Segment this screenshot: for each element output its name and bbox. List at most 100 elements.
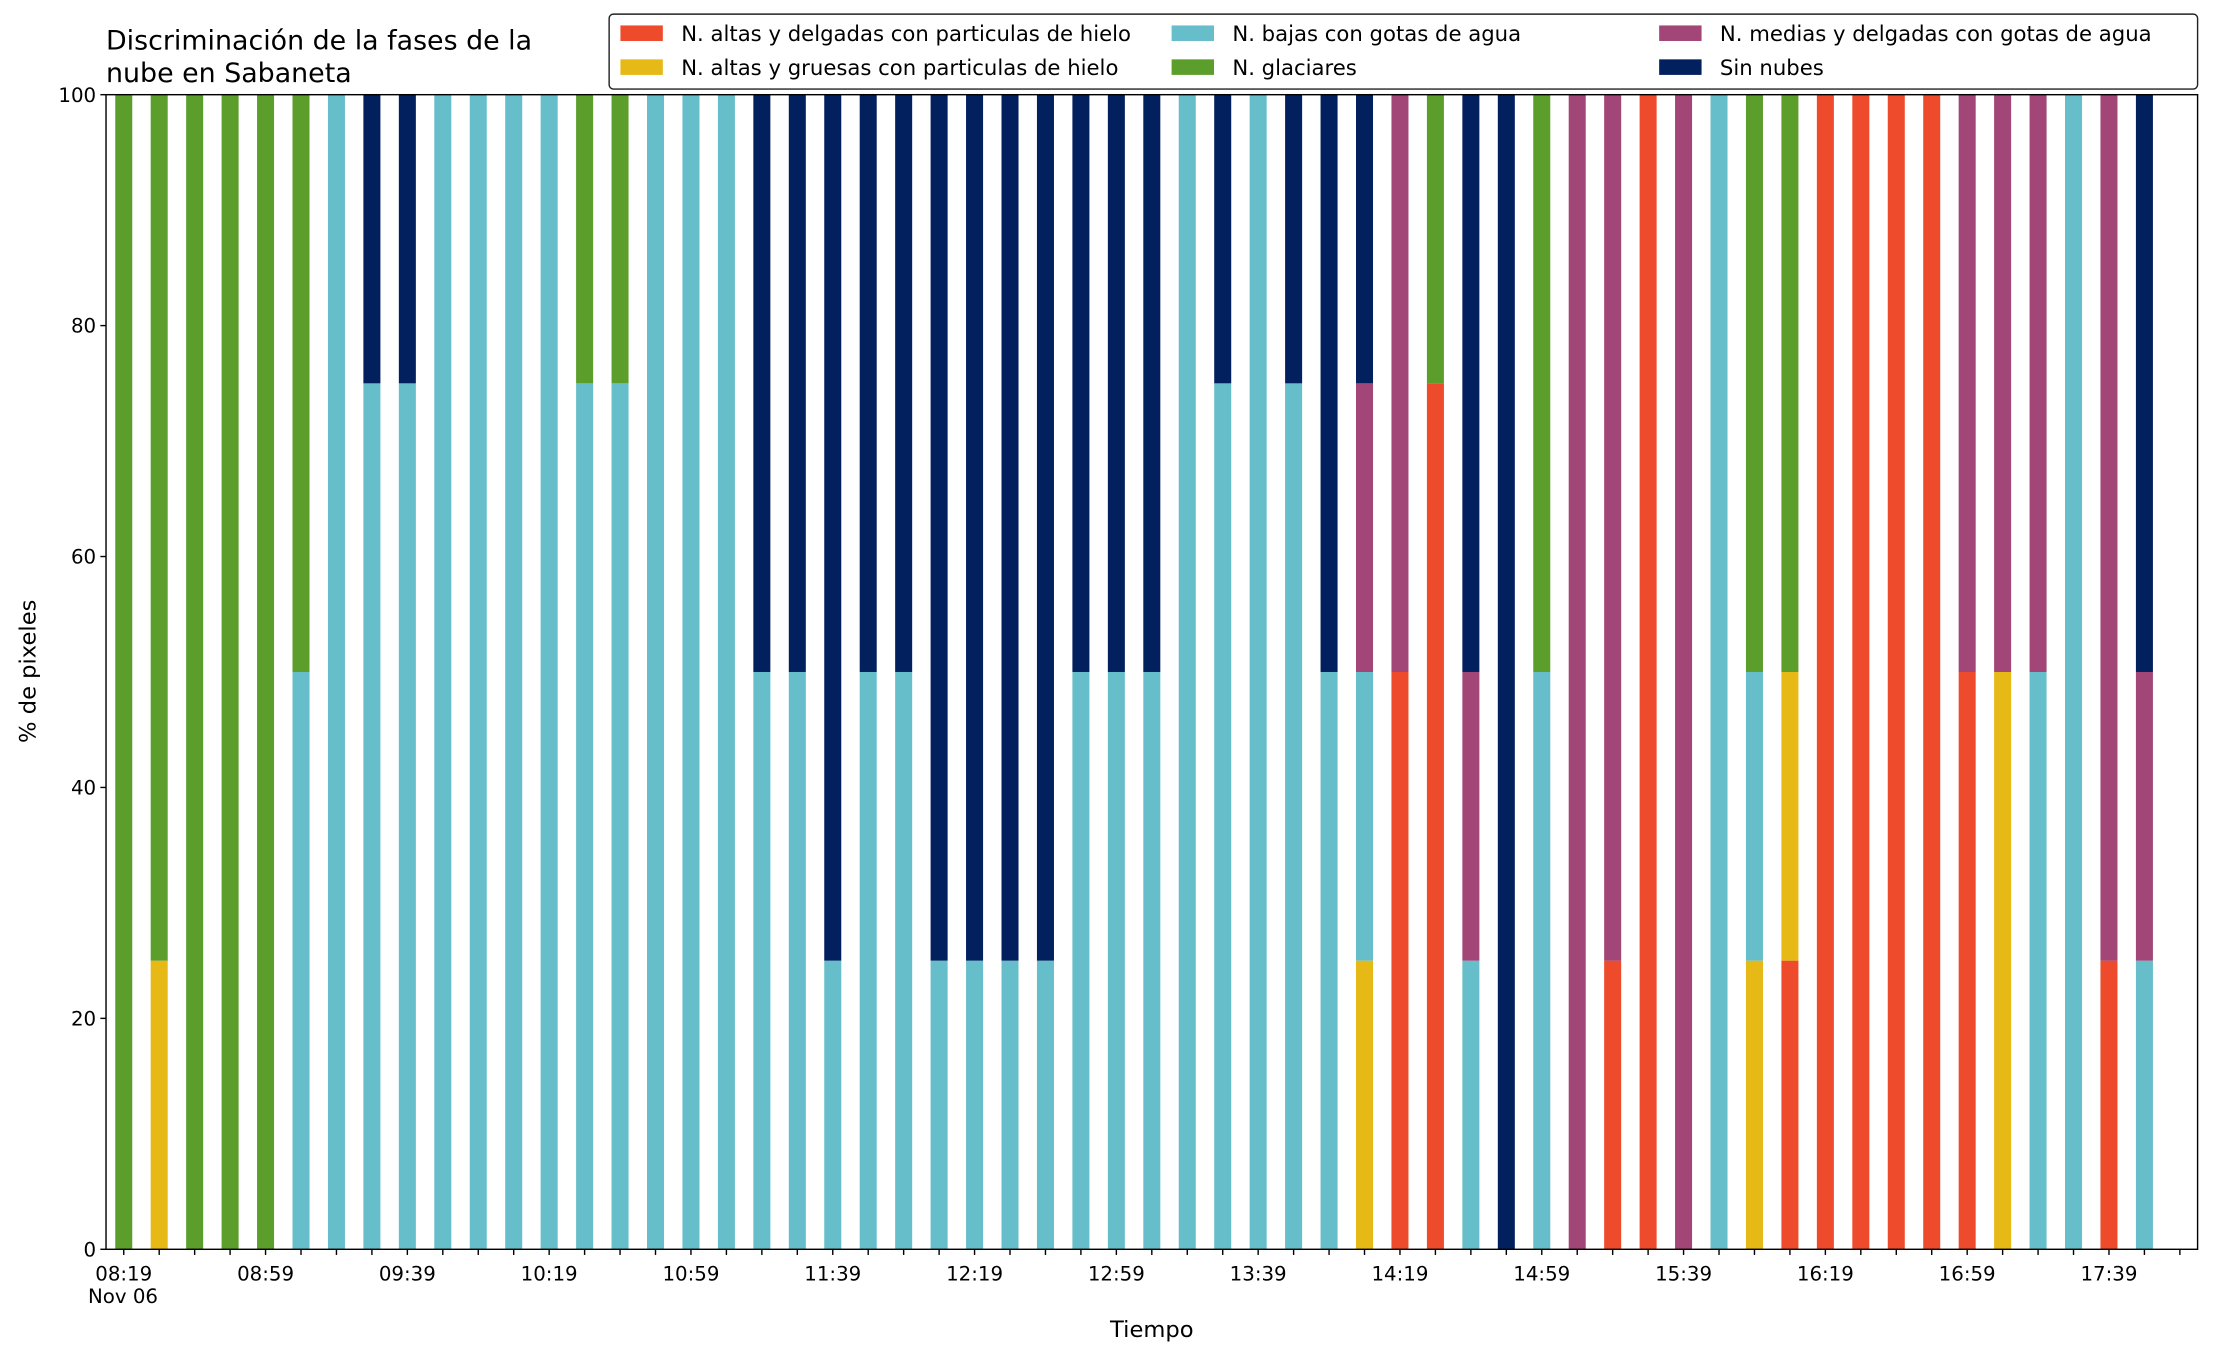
bar-segment <box>434 94 452 1250</box>
bar-segment <box>1958 94 1976 672</box>
x-tick-label: 16:19 <box>1797 1262 1854 1285</box>
legend: N. altas y delgadas con particulas de hi… <box>608 13 2199 90</box>
bar-segment <box>186 94 204 1250</box>
x-axis-label: Tiempo <box>1109 1317 1194 1343</box>
bar-segment <box>1887 94 1905 1250</box>
bar-segment <box>1958 671 1976 1250</box>
bar-segment <box>1143 671 1161 1250</box>
legend-label: N. medias y delgadas con gotas de agua <box>1720 21 2152 46</box>
bar-segment <box>2065 94 2083 1250</box>
bar-segment <box>1320 671 1338 1250</box>
x-tick-label: 17:39 <box>2080 1262 2137 1285</box>
y-tick-label: 40 <box>71 777 96 800</box>
x-date-label: Nov 06 <box>88 1285 158 1308</box>
bar-segment <box>150 94 168 961</box>
bar-segment <box>2100 960 2118 1250</box>
x-tick-label: 12:59 <box>1088 1262 1145 1285</box>
chart-title: nube en Sabaneta <box>106 58 352 89</box>
x-tick-label: 08:19 <box>95 1262 152 1285</box>
legend-label: Sin nubes <box>1720 55 1824 80</box>
x-tick-label: 15:39 <box>1655 1262 1712 1285</box>
bar-segment <box>966 960 984 1250</box>
bar-segment <box>1994 671 2012 1250</box>
bar-segment <box>1604 960 1622 1250</box>
bar-segment <box>1781 94 1799 672</box>
bar-segment <box>682 94 700 1250</box>
x-tick-label: 14:59 <box>1513 1262 1570 1285</box>
y-tick-label: 20 <box>71 1007 96 1030</box>
bar-segment <box>611 94 629 384</box>
bar-segment <box>1497 94 1515 1250</box>
bar-segment <box>1852 94 1870 1250</box>
bar-segment <box>327 94 345 1250</box>
bar-segment <box>505 94 523 1250</box>
bar-segment <box>611 383 629 1250</box>
bar-segment <box>363 383 381 1250</box>
bar-segment <box>398 94 416 384</box>
bar-segment <box>1745 671 1763 961</box>
bar-segment <box>1178 94 1196 1250</box>
bar-segment <box>1462 671 1480 961</box>
y-tick-label: 100 <box>58 84 96 107</box>
bar-segment <box>1356 671 1374 961</box>
chart-title: Discriminación de la fases de la <box>106 25 532 56</box>
bar-segment <box>2135 671 2153 961</box>
bar-segment <box>1533 671 1551 1250</box>
bar-segment <box>1107 671 1125 1250</box>
y-tick-label: 60 <box>71 546 96 569</box>
bar-segment <box>1320 94 1338 672</box>
bar-segment <box>1036 960 1054 1250</box>
bar-segment <box>1249 94 1267 1250</box>
bar-segment <box>1462 960 1480 1250</box>
bar-segment <box>1994 94 2012 672</box>
bar-segment <box>859 671 877 1250</box>
bar-segment <box>1639 94 1657 1250</box>
bar-segment <box>1072 94 1090 672</box>
x-tick-label: 09:39 <box>379 1262 436 1285</box>
bar-segment <box>1923 94 1941 1250</box>
x-tick-label: 14:19 <box>1371 1262 1428 1285</box>
x-tick-label: 10:59 <box>662 1262 719 1285</box>
bar-segment <box>1426 94 1444 384</box>
bar-segment <box>753 94 771 672</box>
bar-segment <box>1001 960 1019 1250</box>
bar-segment <box>895 94 913 672</box>
bar-segment <box>1533 94 1551 672</box>
bar-segment <box>576 383 594 1250</box>
bar-segment <box>2029 94 2047 672</box>
bar-segment <box>1143 94 1161 672</box>
bar-segment <box>257 94 275 1250</box>
bar-segment <box>1036 94 1054 961</box>
x-tick-label: 08:59 <box>237 1262 294 1285</box>
bar-segment <box>1285 94 1303 384</box>
legend-box <box>608 13 2199 90</box>
bar-segment <box>1426 383 1444 1250</box>
bar-segment <box>1285 383 1303 1250</box>
legend-swatch <box>620 25 663 41</box>
bar-segment <box>895 671 913 1250</box>
bar-segment <box>150 960 168 1250</box>
bar-segment <box>363 94 381 384</box>
bar-segment <box>115 94 133 1250</box>
bar-segment <box>930 94 948 961</box>
legend-swatch <box>620 59 663 75</box>
bar-segment <box>1356 383 1374 672</box>
bar-segment <box>1391 94 1409 672</box>
bar-segment <box>1781 671 1799 961</box>
bar-segment <box>1391 671 1409 1250</box>
legend-swatch <box>1659 25 1702 41</box>
bar-segment <box>576 94 594 384</box>
y-axis-label: % de pixeles <box>15 600 41 743</box>
bar-segment <box>1781 960 1799 1250</box>
bar-segment <box>1356 960 1374 1250</box>
bar-segment <box>717 94 735 1250</box>
bar-segment <box>1214 383 1232 1250</box>
bar-segment <box>1568 94 1586 1250</box>
bar-segment <box>859 94 877 672</box>
bar-segment <box>221 94 239 1250</box>
bar-segment <box>540 94 558 1250</box>
bar-segment <box>1072 671 1090 1250</box>
bar-segment <box>753 671 771 1250</box>
bar-segment <box>1745 94 1763 672</box>
bar-segment <box>824 960 842 1250</box>
